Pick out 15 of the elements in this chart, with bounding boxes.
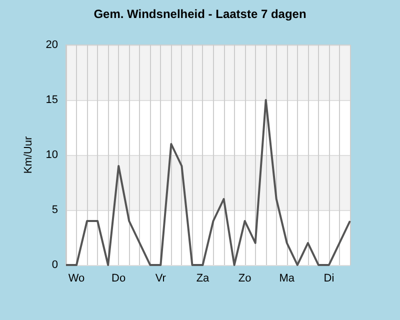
y-tick-label: 0 xyxy=(52,259,58,271)
x-tick-label: Za xyxy=(196,272,210,284)
x-tick-label: Di xyxy=(324,272,334,284)
x-tick-label: Do xyxy=(112,272,126,284)
y-axis-title: Km/Uur xyxy=(22,136,34,174)
x-tick-label: Wo xyxy=(68,272,85,284)
x-tick-label: Zo xyxy=(238,272,252,284)
line-series xyxy=(65,99,351,266)
y-tick-label: 15 xyxy=(46,94,58,106)
y-tick-label: 10 xyxy=(46,149,58,161)
y-tick-label: 5 xyxy=(52,204,58,216)
x-tick-label: Vr xyxy=(155,272,166,284)
chart-title: Gem. Windsnelheid - Laatste 7 dagen xyxy=(94,7,306,21)
x-tick-label: Ma xyxy=(279,272,296,284)
y-tick-label: 20 xyxy=(46,39,58,51)
